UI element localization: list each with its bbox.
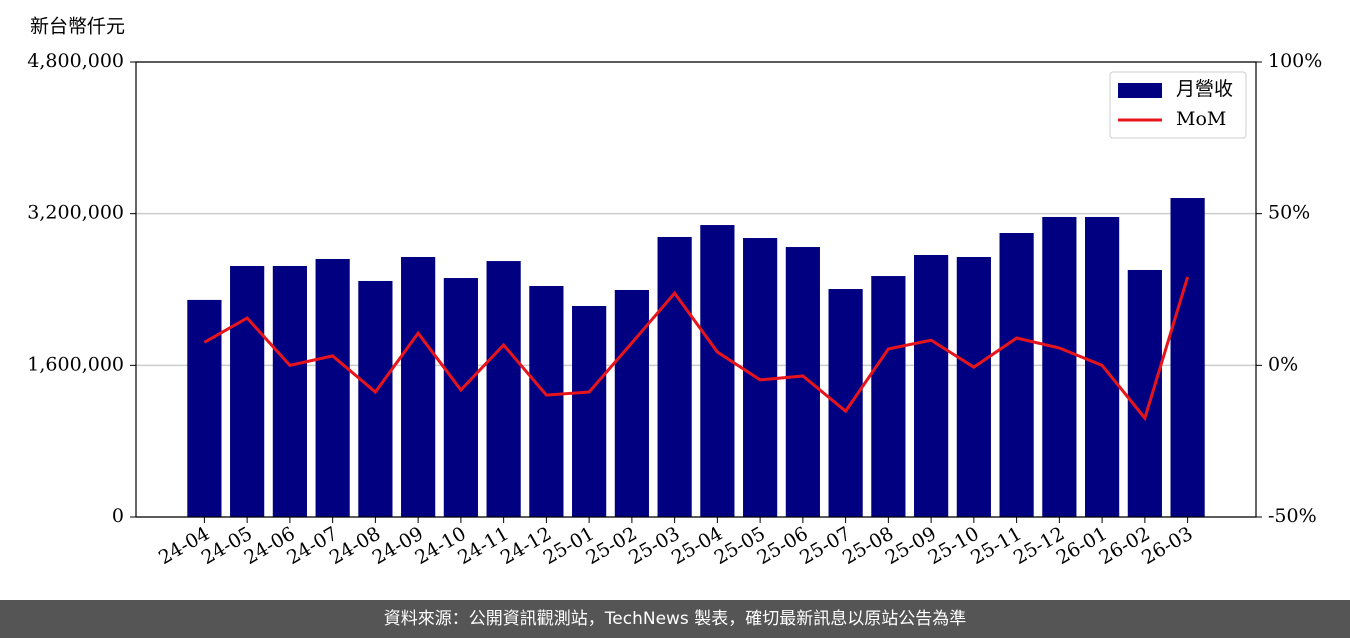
bar	[443, 278, 478, 517]
x-tick-label: 26-03	[1138, 523, 1196, 569]
y2-tick-label: -50%	[1268, 505, 1317, 527]
bar	[187, 299, 222, 517]
plot-frame	[135, 61, 1257, 518]
bar	[871, 276, 906, 517]
bar	[614, 289, 649, 517]
bar	[572, 305, 607, 517]
bar	[785, 247, 820, 518]
y-axis-label: 新台幣仟元	[30, 16, 125, 38]
bar	[700, 225, 735, 517]
y-tick-label: 4,800,000	[27, 50, 124, 72]
chart: 新台幣仟元 0 1,600,000 3,200,000 4,800,000 -50% 0%…	[27, 16, 1322, 570]
legend-label: 月營收	[1176, 78, 1233, 100]
y-tick-label: 0	[112, 505, 124, 527]
bar	[230, 265, 265, 517]
y-tick-label: 3,200,000	[27, 202, 124, 224]
bar	[657, 236, 692, 517]
bar	[999, 233, 1034, 518]
bar	[1127, 269, 1162, 517]
y-tick-label: 1,600,000	[27, 353, 124, 375]
bar	[315, 258, 350, 517]
legend-label: MoM	[1176, 108, 1226, 130]
y2-tick-label: 100%	[1268, 50, 1322, 72]
bar	[1042, 216, 1077, 517]
bar	[1170, 198, 1205, 517]
bar	[914, 254, 949, 517]
bar	[486, 261, 521, 517]
bar	[956, 256, 991, 517]
line	[203, 276, 1190, 422]
footer: 資料來源：公開資訊觀測站，TechNews 製表，確切最新訊息以原站公告為準	[0, 600, 1350, 638]
bar	[529, 285, 564, 517]
bar	[272, 265, 307, 517]
legend-swatch	[1118, 83, 1162, 98]
bar	[401, 256, 436, 517]
y2-tick-label: 50%	[1268, 202, 1310, 224]
bar	[358, 280, 393, 517]
y2-tick-label: 0%	[1268, 353, 1298, 375]
